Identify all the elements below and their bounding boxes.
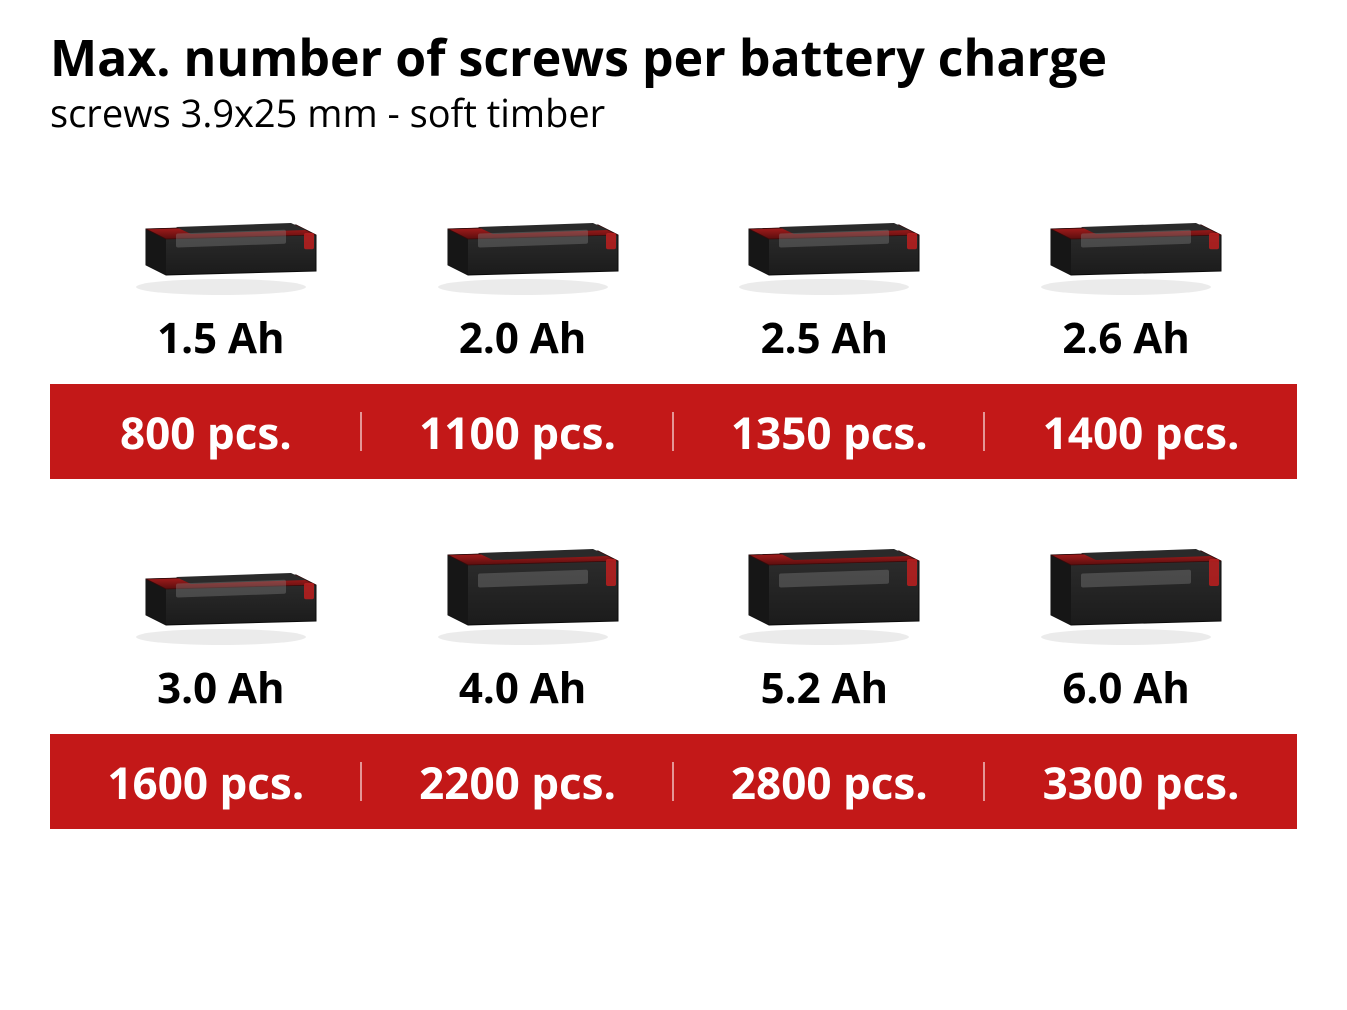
battery-icon (408, 519, 638, 649)
battery-icon (106, 169, 336, 299)
value-cell: 2200 pcs. (362, 752, 674, 812)
battery-icon (408, 169, 638, 299)
battery-icon (709, 519, 939, 649)
value-cell: 800 pcs. (50, 402, 362, 462)
value-cell: 1100 pcs. (362, 402, 674, 462)
capacity-label: 1.5 Ah (157, 309, 285, 366)
battery-icon (106, 519, 336, 649)
value-cell: 1350 pcs. (674, 402, 986, 462)
capacity-label: 2.0 Ah (459, 309, 587, 366)
capacity-label: 3.0 Ah (157, 659, 285, 716)
value-cell: 1400 pcs. (985, 402, 1297, 462)
battery-row: 1.5 Ah 2.0 Ah (50, 169, 1297, 366)
value-bar: 800 pcs.1100 pcs.1350 pcs.1400 pcs. (50, 384, 1297, 479)
value-cell: 1600 pcs. (50, 752, 362, 812)
page-subtitle: screws 3.9x25 mm - soft timber (50, 87, 1297, 139)
capacity-label: 2.6 Ah (1062, 309, 1190, 366)
battery-cell: 2.6 Ah (975, 169, 1277, 366)
battery-cell: 6.0 Ah (975, 519, 1277, 716)
battery-icon (709, 169, 939, 299)
battery-cell: 4.0 Ah (372, 519, 674, 716)
battery-icon (1011, 169, 1241, 299)
battery-row: 3.0 Ah 4.0 Ah (50, 519, 1297, 716)
battery-cell: 3.0 Ah (70, 519, 372, 716)
page-title: Max. number of screws per battery charge (50, 30, 1297, 85)
value-bar: 1600 pcs.2200 pcs.2800 pcs.3300 pcs. (50, 734, 1297, 829)
battery-comparison-grid: 1.5 Ah 2.0 Ah (50, 169, 1297, 829)
battery-cell: 1.5 Ah (70, 169, 372, 366)
battery-icon (1011, 519, 1241, 649)
capacity-label: 5.2 Ah (761, 659, 889, 716)
capacity-label: 2.5 Ah (761, 309, 889, 366)
battery-cell: 2.0 Ah (372, 169, 674, 366)
battery-cell: 2.5 Ah (674, 169, 976, 366)
battery-cell: 5.2 Ah (674, 519, 976, 716)
capacity-label: 4.0 Ah (459, 659, 587, 716)
value-cell: 2800 pcs. (674, 752, 986, 812)
value-cell: 3300 pcs. (985, 752, 1297, 812)
capacity-label: 6.0 Ah (1062, 659, 1190, 716)
